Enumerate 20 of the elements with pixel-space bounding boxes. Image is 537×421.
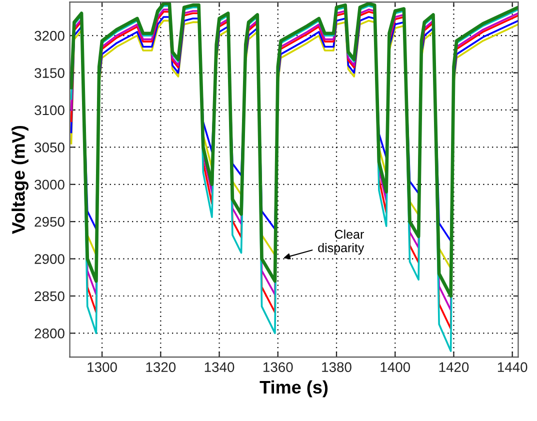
x-tick-label: 1420 — [439, 362, 469, 372]
y-tick-label: 2850 — [34, 291, 64, 302]
x-tick-label: 1380 — [322, 362, 352, 372]
y-tick-label: 2800 — [34, 328, 64, 338]
y-tick-label: 3150 — [34, 68, 64, 78]
x-tick-label: 1400 — [380, 362, 410, 372]
x-tick-label: 1440 — [498, 362, 528, 372]
annotation: Clear disparity — [318, 230, 364, 255]
y-tick-label: 2950 — [34, 216, 64, 227]
y-tick-label: 3000 — [34, 180, 64, 190]
x-tick-label: 1300 — [88, 362, 117, 372]
x-tick-label: 1340 — [204, 362, 234, 372]
x-tick-label: 1320 — [146, 362, 176, 372]
x-tick-label: 1360 — [264, 362, 293, 372]
x-axis-title: Time (s) — [260, 380, 328, 398]
y-tick-label: 2900 — [34, 254, 64, 264]
y-tick-label: 3100 — [34, 105, 64, 116]
y-tick-label: 3050 — [34, 142, 64, 152]
y-tick-label: 3200 — [34, 30, 64, 41]
y-axis-title: Voltage (mV) — [12, 126, 28, 234]
